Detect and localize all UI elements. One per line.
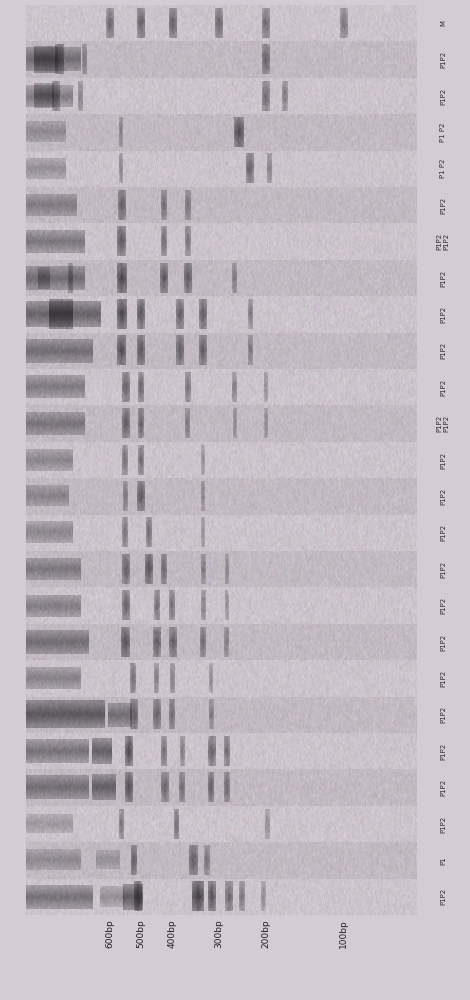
Text: P1P2: P1P2 [440,633,446,651]
Text: P1 P2: P1 P2 [440,123,446,142]
Text: P1P2
P1P2: P1P2 P1P2 [437,415,449,432]
Text: P1P2: P1P2 [440,597,446,614]
Text: P1P2: P1P2 [440,51,446,68]
Text: P1P2
P1P2: P1P2 P1P2 [437,233,449,250]
Text: P1P2: P1P2 [440,815,446,833]
Text: P1P2: P1P2 [440,379,446,396]
Text: P1 P2: P1 P2 [440,159,446,178]
Text: P1P2: P1P2 [440,706,446,723]
Text: 500bp: 500bp [136,919,145,948]
Text: P1: P1 [440,856,446,865]
Text: P1P2: P1P2 [440,779,446,796]
Text: P1P2: P1P2 [440,342,446,359]
Text: P1P2: P1P2 [440,306,446,323]
Text: P1P2: P1P2 [440,524,446,541]
Text: P1P2: P1P2 [440,743,446,760]
Text: 400bp: 400bp [168,919,177,948]
Text: P1P2: P1P2 [440,670,446,687]
Text: 100bp: 100bp [339,919,348,948]
Text: 600bp: 600bp [105,919,114,948]
Text: P1P2: P1P2 [440,197,446,214]
Text: P1P2: P1P2 [440,269,446,287]
Text: 200bp: 200bp [261,919,270,948]
Text: M: M [440,20,446,26]
Text: P1P2: P1P2 [440,451,446,469]
Text: P1P2: P1P2 [440,87,446,105]
Text: P1P2: P1P2 [440,888,446,905]
Text: P1P2: P1P2 [440,488,446,505]
Text: P1P2: P1P2 [440,561,446,578]
Text: 300bp: 300bp [214,919,223,948]
